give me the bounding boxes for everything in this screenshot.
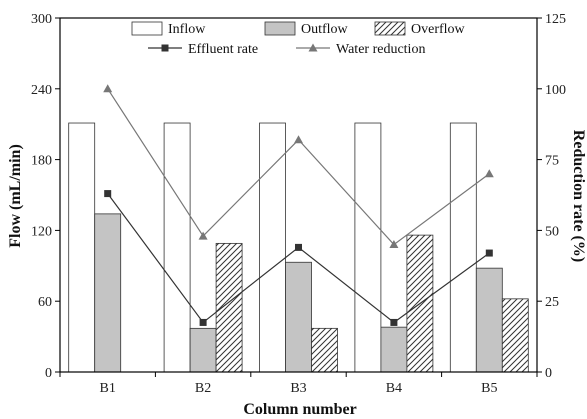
point-effluent-rate-b1 <box>104 190 112 198</box>
x-axis-title: Column number <box>243 401 356 418</box>
legend-marker-effluent-rate <box>161 44 169 52</box>
bar-outflow-b5 <box>475 267 503 373</box>
right-axis: 0 25 50 75 100 125 <box>537 12 566 381</box>
point-water-reduction-b3 <box>294 135 303 144</box>
x-tick-label-b4: B4 <box>386 381 402 396</box>
bar-inflow-b2 <box>163 122 191 373</box>
point-water-reduction-b5 <box>484 169 494 178</box>
point-water-reduction-b2 <box>198 231 208 240</box>
point-effluent-rate-b2 <box>199 318 207 326</box>
legend-label-effluent-rate: Effluent rate <box>188 42 258 57</box>
legend-label-overflow: Overflow <box>411 22 466 37</box>
legend-label-outflow: Outflow <box>301 22 349 37</box>
x-tick-label-b5: B5 <box>481 381 497 396</box>
point-effluent-rate-b4 <box>390 318 398 326</box>
left-tick-label: 240 <box>31 83 52 98</box>
left-tick-label: 0 <box>45 366 52 381</box>
left-tick-label: 60 <box>38 295 52 310</box>
point-water-reduction-b1 <box>103 84 113 93</box>
right-tick-label: 75 <box>545 154 559 169</box>
x-axis: B1 B2 B3 B4 B5 <box>59 372 538 396</box>
bar-overflow-b2 <box>215 242 243 373</box>
bar-inflow-b5 <box>449 122 477 373</box>
bar-inflow-b1 <box>68 122 96 373</box>
bar-outflow-b1 <box>94 213 122 373</box>
lines <box>103 84 494 326</box>
right-tick-label: 0 <box>545 366 552 381</box>
x-tick-label-b3: B3 <box>290 381 306 396</box>
right-tick-label: 125 <box>545 12 566 27</box>
bar-outflow-b4 <box>380 326 408 373</box>
bars <box>68 122 529 373</box>
bar-overflow-b3 <box>311 327 338 373</box>
right-tick-label: 100 <box>545 83 566 98</box>
bar-inflow-b3 <box>259 122 286 373</box>
point-water-reduction-b4 <box>389 240 399 249</box>
legend-swatch-inflow <box>131 21 163 36</box>
legend-swatch-overflow <box>374 21 406 36</box>
point-effluent-rate-b3 <box>295 243 302 251</box>
left-tick-label: 300 <box>31 12 52 27</box>
bar-outflow-b2 <box>189 327 217 373</box>
point-effluent-rate-b5 <box>485 249 493 257</box>
y2-axis-title: Reduction rate (%) <box>570 130 587 262</box>
plot-frame <box>59 17 538 373</box>
x-tick-label-b1: B1 <box>100 381 116 396</box>
legend-swatch-outflow <box>264 21 296 36</box>
legend: Inflow Outflow Overflow Effluent rate Water … <box>131 21 466 57</box>
x-tick-label-b2: B2 <box>195 381 211 396</box>
left-tick-label: 120 <box>31 224 52 239</box>
legend-label-inflow: Inflow <box>168 22 206 37</box>
right-tick-label: 50 <box>545 224 559 239</box>
legend-marker-water-reduction <box>308 43 318 52</box>
right-tick-label: 25 <box>545 295 559 310</box>
bar-overflow-b5 <box>501 298 529 373</box>
left-axis: 0 60 120 180 240 300 <box>31 12 60 381</box>
bar-outflow-b3 <box>285 261 312 373</box>
legend-label-water-reduction: Water reduction <box>336 42 425 57</box>
y-axis-title: Flow (mL/min) <box>7 144 24 248</box>
bar-inflow-b4 <box>354 122 382 373</box>
left-tick-label: 180 <box>31 154 52 169</box>
